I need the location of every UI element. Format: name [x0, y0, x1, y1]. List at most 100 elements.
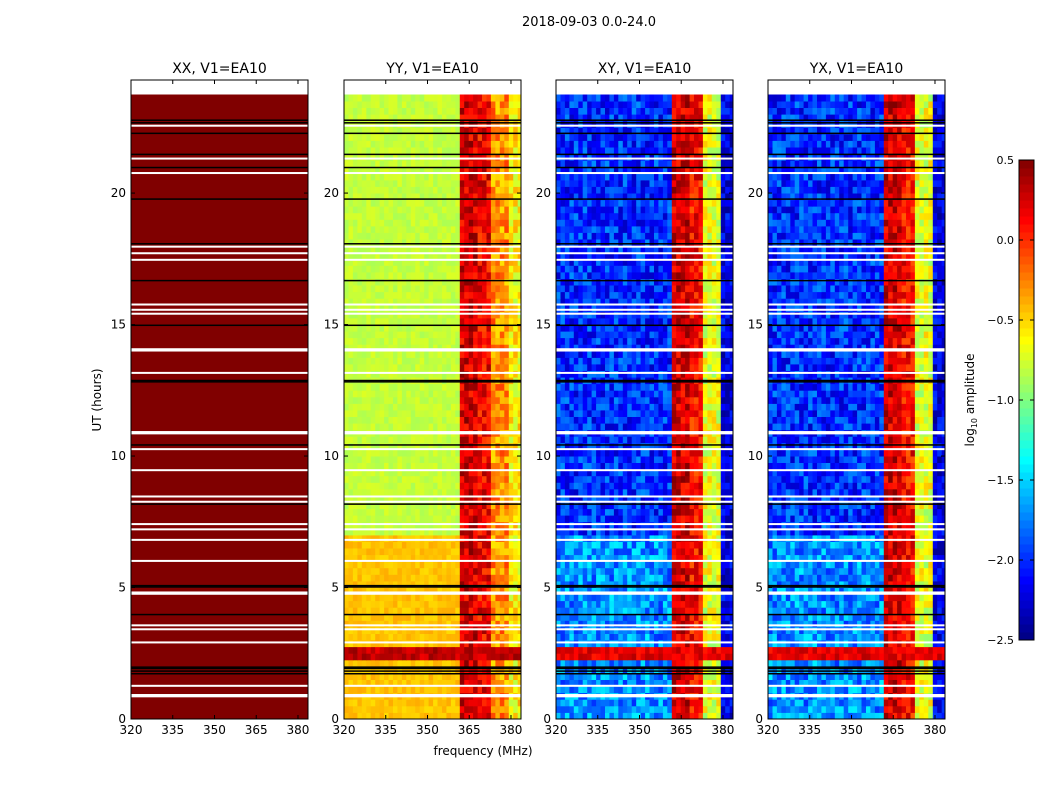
heatmap-cell: [211, 627, 217, 634]
heatmap-cell: [295, 456, 301, 463]
heatmap-cell: [446, 686, 452, 694]
heatmap-cell: [415, 653, 421, 661]
heatmap-cell: [193, 298, 199, 306]
heatmap-cell: [282, 574, 288, 582]
heatmap-cell: [255, 219, 261, 227]
heatmap-cell: [282, 396, 288, 404]
heatmap-cell: [193, 344, 199, 352]
heatmap-cell: [459, 620, 465, 628]
heatmap-cell: [513, 705, 519, 713]
heatmap-cell: [193, 712, 199, 720]
heatmap-cell: [304, 337, 309, 345]
heatmap-cell: [139, 331, 145, 339]
heatmap-cell: [388, 548, 394, 556]
heatmap-cell: [446, 548, 452, 556]
heatmap-cell: [166, 712, 172, 720]
heatmap-cell: [188, 666, 194, 674]
heatmap-cell: [180, 627, 185, 634]
heatmap-cell: [215, 107, 221, 115]
heatmap-cell: [282, 357, 288, 365]
heatmap-cell: [513, 574, 519, 582]
heatmap-cell: [171, 127, 176, 135]
heatmap-cell: [180, 337, 185, 345]
heatmap-cell: [344, 567, 349, 575]
heatmap-cell: [401, 627, 407, 634]
heatmap-cell: [300, 193, 306, 201]
heatmap-cell: [277, 646, 283, 654]
heatmap-cell: [300, 153, 306, 161]
heatmap-cell: [406, 600, 412, 608]
heatmap-cell: [513, 686, 519, 694]
heatmap-cell: [401, 712, 407, 720]
heatmap-cell: [300, 383, 306, 391]
heatmap-cell: [468, 705, 474, 713]
heatmap-cell: [260, 673, 265, 680]
heatmap-cell: [415, 561, 421, 569]
heatmap-cell: [215, 350, 221, 358]
heatmap-cell: [513, 627, 519, 634]
heatmap-cell: [264, 331, 270, 339]
heatmap-cell: [269, 311, 274, 319]
heatmap-cell: [406, 627, 412, 634]
heatmap-cell: [166, 462, 172, 470]
heatmap-cell: [291, 673, 297, 680]
heatmap-cell: [300, 699, 306, 707]
heatmap-cell: [459, 640, 465, 648]
heatmap-cell: [153, 94, 159, 102]
heatmap-cell: [171, 311, 176, 319]
heatmap-cell: [188, 127, 194, 135]
heatmap-cell: [171, 278, 176, 286]
heatmap-cell: [202, 127, 208, 135]
heatmap-cell: [153, 199, 159, 207]
heatmap-cell: [273, 153, 279, 161]
heatmap-cell: [291, 239, 297, 247]
heatmap-cell: [229, 712, 234, 720]
heatmap-cell: [482, 686, 487, 694]
heatmap-cell: [424, 554, 430, 562]
heatmap-cell: [188, 291, 194, 299]
heatmap-cell: [233, 107, 239, 115]
heatmap-cell: [264, 258, 270, 266]
heatmap-cell: [157, 594, 163, 602]
heatmap-cell: [237, 350, 243, 358]
heatmap-cell: [202, 410, 208, 417]
heatmap-cell: [157, 613, 163, 621]
heatmap-cell: [384, 613, 389, 621]
heatmap-cell: [304, 679, 309, 687]
heatmap-cell: [473, 607, 478, 615]
heatmap-cell: [273, 245, 279, 253]
heatmap-cell: [171, 298, 176, 306]
y-tick-label: 20: [111, 186, 126, 200]
heatmap-cell: [246, 258, 252, 266]
heatmap-cell: [233, 423, 239, 431]
heatmap-cell: [304, 278, 309, 286]
heatmap-cell: [139, 567, 145, 575]
heatmap-cell: [397, 659, 403, 667]
heatmap-cell: [193, 193, 199, 201]
heatmap-cell: [153, 502, 159, 510]
heatmap-cell: [171, 304, 176, 312]
heatmap-cell: [286, 357, 292, 365]
heatmap-cell: [224, 396, 230, 404]
heatmap-cell: [450, 607, 456, 615]
heatmap-cell: [188, 567, 194, 575]
heatmap-cell: [197, 153, 203, 161]
heatmap-cell: [300, 239, 306, 247]
heatmap-cell: [295, 666, 301, 674]
heatmap-cell: [246, 331, 252, 339]
heatmap-cell: [144, 166, 150, 174]
heatmap-cell: [153, 120, 159, 128]
heatmap-cell: [131, 659, 136, 667]
heatmap-cell: [215, 521, 221, 529]
heatmap-cell: [220, 133, 225, 141]
heatmap-cell: [291, 225, 297, 233]
heatmap-cell: [490, 666, 496, 674]
heatmap-cell: [291, 390, 297, 398]
heatmap-cell: [175, 133, 181, 141]
heatmap-cell: [224, 449, 230, 457]
flagged-row: [131, 495, 308, 498]
heatmap-cell: [135, 705, 141, 713]
heatmap-cell: [153, 219, 159, 227]
heatmap-cell: [251, 252, 257, 260]
heatmap-cell: [442, 548, 447, 556]
